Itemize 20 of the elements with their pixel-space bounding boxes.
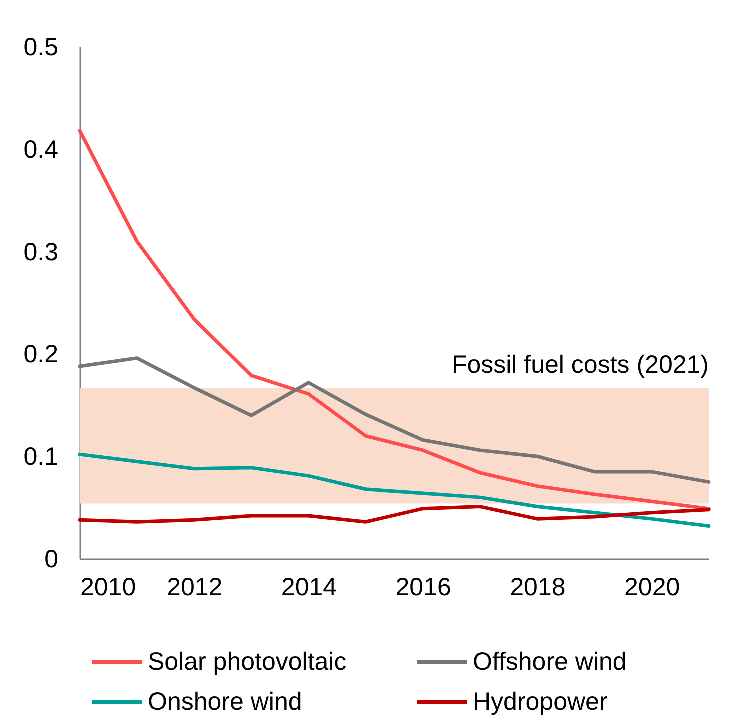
y-tick-label: 0.2 <box>24 340 58 369</box>
line-series <box>78 505 711 524</box>
x-tick-label: 2014 <box>281 574 338 602</box>
line-series <box>78 452 711 528</box>
legend-label: Hydropower <box>473 688 608 716</box>
y-tick-label: 0 <box>44 546 58 574</box>
y-tick-label: 0.3 <box>24 238 58 266</box>
y-tick-label: 0.1 <box>24 443 58 472</box>
x-tick-label: 2010 <box>80 574 136 602</box>
legend-label: Onshore wind <box>148 688 302 716</box>
y-tick-label: 0.4 <box>24 136 59 164</box>
x-tick-label: 2020 <box>624 574 680 602</box>
legend-label: Solar photovoltaic <box>148 648 347 676</box>
x-tick-label: 2018 <box>510 574 566 602</box>
x-tick-label: 2012 <box>167 574 223 602</box>
band-label: Fossil fuel costs (2021) <box>452 350 709 379</box>
line-series <box>78 129 711 511</box>
legend-label: Offshore wind <box>473 648 627 676</box>
x-tick-label: 2016 <box>396 574 452 602</box>
y-tick-label: 0.5 <box>24 34 58 62</box>
